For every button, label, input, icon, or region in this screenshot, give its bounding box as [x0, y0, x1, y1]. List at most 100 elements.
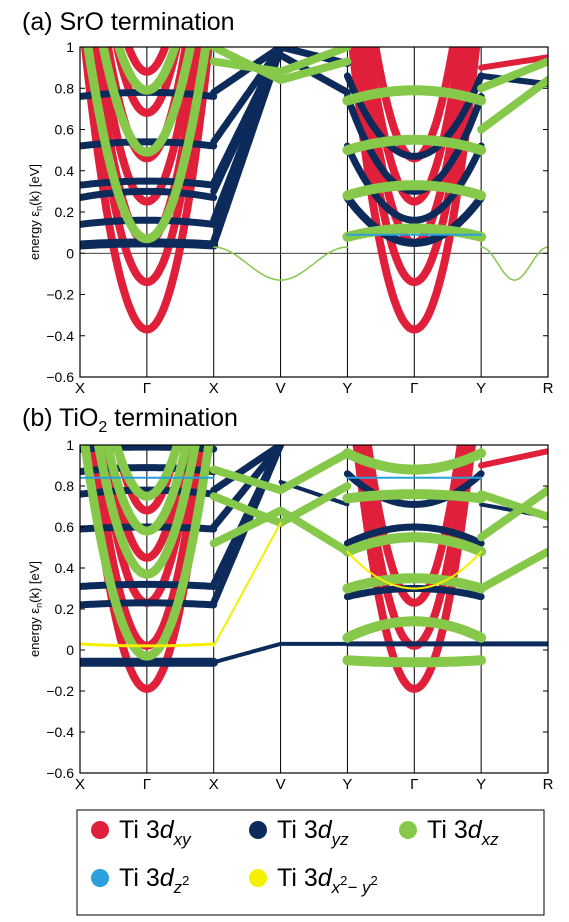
band-yz	[343, 470, 485, 508]
band-xz	[80, 445, 214, 661]
band-xz	[98, 47, 196, 157]
band-xy	[478, 448, 548, 469]
band-xz	[477, 486, 548, 542]
legend-marker	[249, 821, 267, 839]
band-yz	[210, 445, 285, 494]
y-tick-label: −0.6	[46, 369, 74, 385]
band-xz	[342, 655, 487, 668]
band-yz	[80, 599, 218, 609]
y-tick-label: 0.2	[55, 204, 75, 220]
band-yz	[210, 445, 285, 588]
k-point-label: X	[209, 380, 219, 397]
band-x2y2	[346, 550, 483, 590]
y-tick-label: 0.6	[55, 122, 75, 138]
y-tick-label: −0.2	[46, 683, 74, 699]
k-point-label: Y	[342, 380, 352, 397]
legend-item-z2: Ti 3dz2	[91, 864, 189, 897]
band-xz	[477, 57, 548, 93]
k-point-label: V	[276, 776, 286, 793]
band-xz	[342, 616, 487, 643]
band-xy	[103, 445, 191, 562]
y-tick-label: 0.8	[55, 478, 75, 494]
band-xz	[83, 47, 211, 244]
y-tick-label: −0.4	[46, 724, 74, 740]
k-point-label: Γ	[410, 776, 418, 793]
band-xz	[102, 445, 192, 536]
band-xz	[212, 246, 349, 281]
k-point-label: Y	[476, 776, 486, 793]
legend-item-x2y2: Ti 3dx2− y2	[249, 864, 378, 897]
legend-marker	[91, 869, 109, 887]
k-point-label: Y	[342, 776, 352, 793]
y-tick-label: 0.8	[55, 80, 75, 96]
band-xy	[478, 54, 548, 71]
band-xz	[276, 47, 352, 76]
k-point-label: X	[75, 380, 85, 397]
y-axis-label: energy εn(k) [eV]	[27, 561, 44, 657]
band-yz	[80, 580, 218, 590]
panel-title: (b) TiO2 termination	[22, 404, 238, 436]
legend-label: Ti 3dx2− y2	[277, 864, 378, 897]
band-yz	[80, 486, 218, 498]
bands	[80, 47, 548, 334]
y-tick-label: 0.4	[55, 163, 75, 179]
k-point-label: Y	[476, 380, 486, 397]
band-xz	[111, 445, 183, 501]
band-xz	[342, 85, 487, 106]
k-point-label: R	[543, 380, 554, 397]
band-yz	[80, 216, 218, 228]
band-yz	[80, 187, 218, 202]
legend-marker	[249, 869, 267, 887]
y-tick-label: −0.6	[46, 765, 74, 781]
band-xy	[112, 47, 181, 117]
band-yz	[211, 641, 283, 665]
band-xz	[480, 246, 548, 281]
band-yz	[210, 47, 285, 146]
band-xz	[342, 223, 487, 242]
y-tick-label: 0	[66, 642, 74, 658]
legend-box	[76, 809, 545, 916]
y-tick-label: 1	[66, 437, 74, 453]
band-xz	[209, 57, 285, 76]
band-xz	[93, 445, 200, 579]
band-yz	[343, 193, 486, 247]
band-xy	[112, 445, 181, 515]
band-xz	[342, 573, 487, 594]
band-xz	[209, 465, 285, 495]
y-tick-label: 0.6	[55, 519, 75, 535]
band-xz	[342, 134, 487, 156]
band-xz	[276, 506, 352, 556]
band-yz	[210, 445, 285, 531]
band-xz	[477, 547, 548, 593]
band-yz	[478, 72, 548, 88]
band-yz	[343, 523, 485, 547]
panel-title: (a) SrO termination	[22, 8, 235, 36]
band-yz	[80, 138, 218, 150]
legend-label: Ti 3dz2	[119, 864, 189, 897]
legend-label: Ti 3dxy	[119, 816, 192, 849]
legend-marker	[399, 821, 417, 839]
y-tick-label: −0.4	[46, 328, 74, 344]
legend-label: Ti 3dyz	[277, 816, 349, 849]
k-point-label: Γ	[143, 380, 151, 397]
k-point-label: R	[543, 776, 554, 793]
y-tick-label: 0.2	[55, 601, 75, 617]
band-xz	[276, 449, 352, 495]
band-yz	[343, 72, 485, 160]
panel-a: (a) SrO termination 1 0.8 0.6 0.4 0.2 0 −0.2 −0.…	[22, 8, 554, 397]
k-point-label: Γ	[143, 776, 151, 793]
y-tick-label: 0	[66, 245, 74, 261]
y-tick-label: 0.4	[55, 560, 75, 576]
y-tick-label: −0.2	[46, 287, 74, 303]
band-xz	[114, 47, 180, 95]
band-xz	[342, 489, 487, 504]
band-xz	[342, 180, 487, 201]
y-tick-label: 1	[66, 39, 74, 55]
band-yz	[80, 177, 218, 189]
band-xz	[342, 532, 487, 557]
bands	[80, 445, 548, 693]
band-xz	[209, 492, 285, 527]
band-x2y2	[212, 521, 282, 647]
band-xy	[103, 47, 190, 163]
